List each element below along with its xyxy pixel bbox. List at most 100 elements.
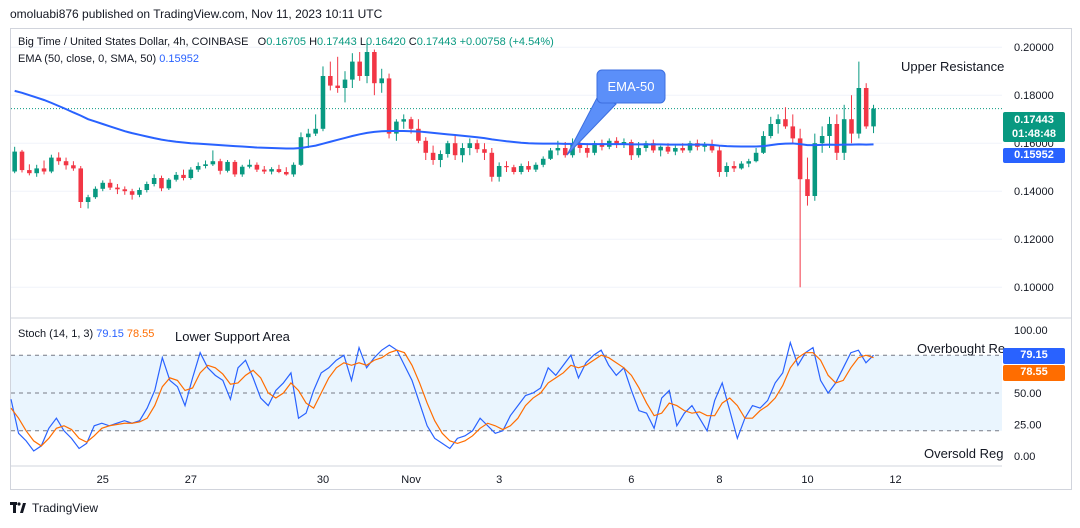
stoch-d-tag: 78.55	[1003, 365, 1065, 381]
candle-body	[159, 178, 164, 189]
candle-body	[761, 136, 766, 153]
candle-body	[805, 179, 810, 196]
candle-body	[651, 143, 656, 151]
candle-body	[841, 119, 847, 153]
candle-body	[511, 167, 517, 172]
candle-body	[195, 166, 201, 170]
x-tick-label: 30	[317, 474, 329, 486]
stoch-k-legend-value: 79.15	[96, 328, 124, 340]
stoch-tick-label: 0.00	[1014, 451, 1035, 463]
ema-line	[14, 89, 874, 150]
candle-body	[834, 124, 840, 153]
candle-body	[71, 165, 76, 169]
candle-body	[137, 190, 142, 195]
candle-body	[49, 157, 54, 172]
candle-body	[34, 168, 39, 174]
candle-body	[188, 169, 194, 178]
publisher-credit: omoluabi876 published on TradingView.com…	[10, 7, 383, 21]
stoch-legend-label: Stoch (14, 1, 3)	[18, 328, 94, 340]
candle-body	[210, 161, 216, 165]
candle-body	[85, 197, 91, 202]
ema-callout-box	[596, 69, 666, 104]
x-tick-label: 10	[801, 474, 813, 486]
candle-body	[482, 149, 487, 153]
candle-body	[342, 79, 348, 88]
ema-legend-value: 0.15952	[159, 53, 199, 65]
candle-body	[775, 119, 781, 124]
close-value: 0.17443	[416, 36, 457, 48]
candle-body	[100, 182, 106, 189]
candle-body	[504, 166, 509, 168]
candle-body	[629, 142, 634, 156]
candle-body	[430, 152, 436, 160]
candles	[12, 42, 876, 288]
candle-body	[731, 166, 737, 169]
candle-body	[856, 88, 862, 134]
change-value: +0.00758 (+4.54%)	[459, 36, 554, 48]
candle-body	[129, 191, 135, 195]
candle-body	[306, 133, 311, 138]
price-tick-label: 0.12000	[1014, 234, 1054, 246]
upper-resistance-label: Upper Resistance	[901, 59, 1004, 74]
candle-body	[276, 169, 282, 172]
candle-body	[526, 166, 531, 170]
stoch-tick-label: 100.00	[1014, 325, 1048, 337]
x-tick-label: Nov	[401, 474, 421, 486]
candle-body	[284, 172, 289, 175]
candle-body	[166, 179, 172, 189]
candle-body	[812, 143, 818, 196]
candle-body	[452, 143, 458, 156]
x-tick-label: 3	[496, 474, 502, 486]
candle-body	[313, 128, 318, 134]
stoch-tick-label: 50.00	[1014, 388, 1042, 400]
candle-body	[115, 187, 120, 190]
candle-body	[496, 166, 502, 177]
candle-body	[643, 143, 649, 148]
price-grid	[11, 46, 1072, 467]
candle-body	[247, 164, 252, 167]
low-value: 0.16420	[365, 36, 406, 48]
candle-body	[364, 52, 370, 76]
annotations: EMA-50 Upper Resistance Lower Support Area…	[175, 59, 1005, 461]
last-price-tag: 0.17443 01:48:48	[1003, 112, 1065, 142]
x-tick-label: 27	[185, 474, 197, 486]
candle-body	[871, 108, 876, 127]
candle-body	[122, 189, 128, 192]
candle-body	[717, 150, 722, 172]
candle-body	[78, 168, 84, 202]
candle-body	[540, 158, 546, 165]
candle-body	[12, 151, 17, 172]
candle-body	[555, 148, 561, 151]
ema-price-tag: 0.15952	[1003, 148, 1065, 163]
candle-body	[665, 146, 671, 152]
stoch-d-legend-value: 78.55	[126, 328, 155, 340]
candle-body	[394, 121, 399, 134]
candle-body	[19, 151, 25, 171]
candle-body	[584, 148, 590, 153]
candle-body	[320, 76, 326, 129]
candle-body	[460, 148, 465, 156]
candle-body	[687, 143, 693, 151]
candle-body	[93, 188, 98, 198]
candle-body	[232, 161, 238, 175]
candle-body	[680, 148, 685, 151]
candle-body	[144, 184, 150, 190]
candle-body	[709, 144, 715, 151]
candle-body	[173, 174, 179, 180]
candle-body	[151, 178, 157, 184]
stoch-d-line	[10, 349, 874, 447]
candle-body	[63, 161, 69, 166]
candle-body	[489, 152, 495, 177]
last-price-value: 0.17443	[1014, 114, 1054, 126]
candle-body	[673, 148, 678, 152]
symbol-title: Big Time / United States Dollar, 4h, COI…	[18, 36, 249, 48]
candle-body	[357, 61, 362, 76]
stoch-k-line	[10, 340, 874, 452]
candle-body	[401, 119, 407, 122]
lower-support-label: Lower Support Area	[175, 329, 291, 344]
price-tick-label: 0.18000	[1014, 90, 1054, 102]
candle-body	[783, 119, 788, 127]
candle-body	[636, 148, 641, 156]
high-value: 0.17443	[317, 36, 357, 48]
